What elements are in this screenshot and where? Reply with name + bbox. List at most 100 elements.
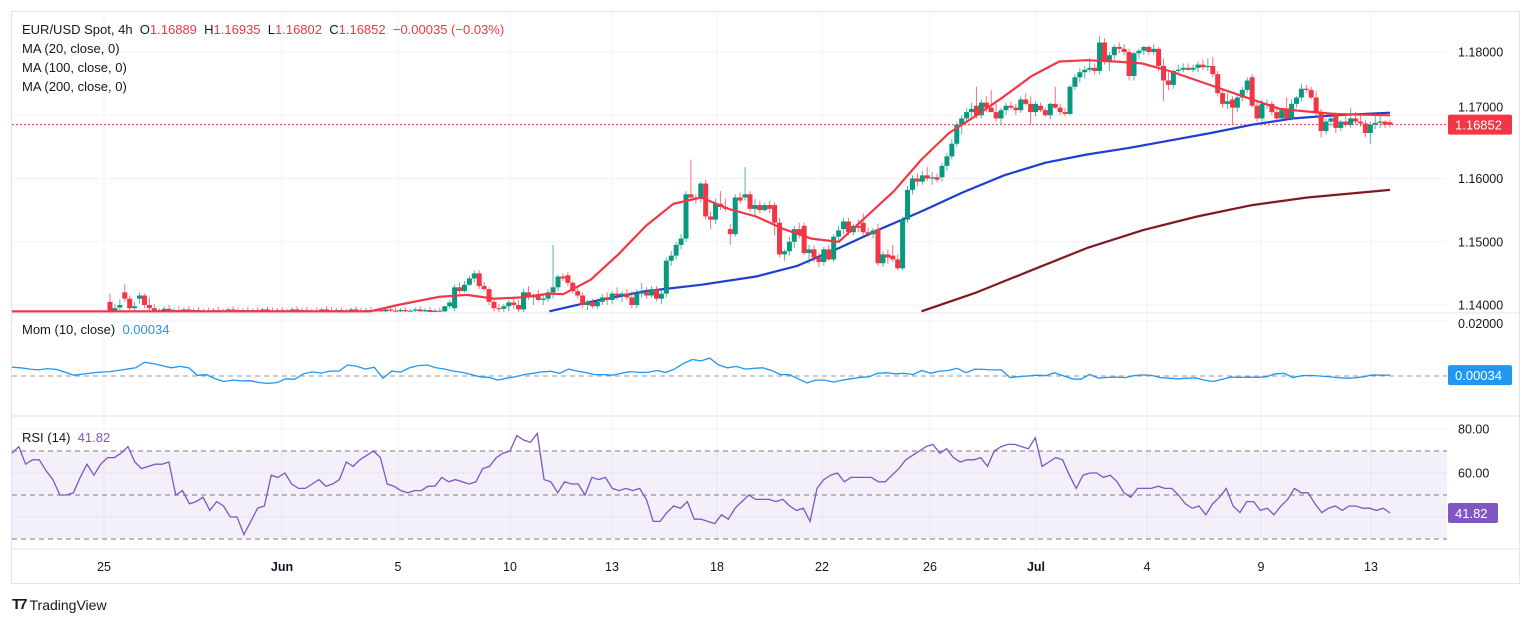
candle [555,274,561,292]
candle [604,292,610,305]
candle [885,249,891,264]
momentum-line [11,357,1391,385]
candle [1269,101,1275,116]
candle-body [683,194,689,239]
rsi-legend[interactable]: RSI (14) 41.82 [22,430,110,445]
tradingview-brand[interactable]: T7 TradingView [12,596,107,613]
candle [821,246,827,266]
candle [762,202,768,212]
candle [585,299,591,311]
ma100-legend[interactable]: MA (100, close, 0) [22,60,127,75]
low-value: 1.16802 [275,22,322,37]
candle-body [1279,110,1285,119]
candle-body [1077,72,1083,78]
candle-body [1284,110,1290,119]
candle [900,216,906,271]
candle-body [1239,89,1245,98]
candle [619,291,625,302]
candle [973,86,979,119]
candle [1387,119,1393,128]
candle [127,295,133,312]
candle-body [1190,67,1196,70]
candle-body [786,241,792,252]
candle [491,298,497,312]
candle-body [973,105,979,116]
ma20-legend[interactable]: MA (20, close, 0) [22,41,120,56]
candle [1205,58,1211,71]
candle [609,291,615,304]
candle-body [1333,115,1339,128]
candle-body [1298,88,1304,98]
candle [1210,57,1216,78]
candle [964,107,970,123]
candle-body [978,102,984,116]
candle-body [1136,50,1142,54]
candle [402,307,408,312]
candle-body [1151,48,1157,52]
candle-body [1047,103,1053,116]
candle [575,287,581,299]
candle [496,303,502,312]
rsi-current-label: 41.82 [1455,506,1488,521]
candle-body [1220,93,1226,104]
candle [860,213,866,236]
candle-body [1008,105,1014,108]
candle-body [545,292,551,299]
candle [934,173,940,183]
candle [447,299,453,309]
candle [1165,72,1171,90]
candle [1013,103,1019,116]
candle-body [629,297,635,305]
candle [644,287,650,299]
candle-body [875,229,881,264]
mom-current-label: 0.00034 [1455,368,1502,383]
candle [1220,88,1226,108]
candle [107,293,113,312]
candle-body [1249,77,1255,106]
candle-body [924,175,930,179]
candle-body [934,177,940,180]
candle-body [1161,65,1167,81]
candle-body [781,251,787,255]
candle-body [949,143,955,157]
candle [949,139,955,160]
candle-body [481,286,487,290]
candle-body [1141,46,1147,51]
candle [1195,61,1201,73]
candle-body [1338,121,1344,128]
candle-body [791,229,797,242]
candle [1348,107,1354,128]
candle-body [112,308,118,312]
candle-body [1121,48,1127,52]
candle [1082,65,1088,79]
candle-body [1328,118,1334,122]
mom-legend[interactable]: Mom (10, close) 0.00034 [22,322,169,337]
candle-body [801,225,807,254]
candle-body [161,308,167,312]
candle-body [117,305,123,308]
candle-body [1057,107,1063,113]
candle-body [471,273,477,279]
candle-body [486,289,492,302]
candle-body [141,295,147,305]
candle [678,234,684,250]
candle-body [560,276,566,279]
candle [806,244,812,264]
rsi-series [11,431,1391,537]
candle-body [880,254,886,264]
candle [875,224,881,266]
mom-current-badge [1448,365,1512,386]
candle-body [959,118,965,125]
ma200-legend[interactable]: MA (200, close, 0) [22,79,127,94]
candle-body [634,293,640,305]
candle [1141,45,1147,56]
candle-body [466,278,472,285]
candle [988,89,994,113]
candle [855,219,861,233]
candle-body [609,293,615,300]
candle [1116,42,1122,54]
candle-body [127,298,133,309]
candle [1279,108,1285,121]
candle-body [777,222,783,255]
